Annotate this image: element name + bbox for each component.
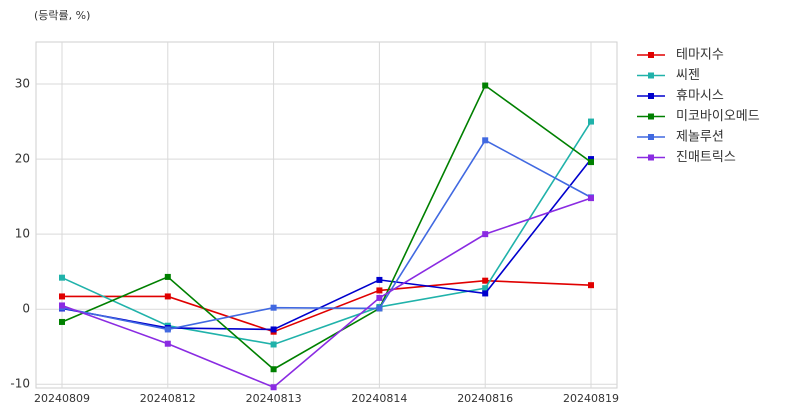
legend-marker xyxy=(648,52,654,58)
data-point xyxy=(588,118,594,125)
series-line xyxy=(61,158,592,331)
data-point xyxy=(482,277,489,284)
data-point xyxy=(164,273,171,280)
x-tick-label: 20240816 xyxy=(457,392,513,405)
series-line xyxy=(61,197,592,389)
data-point xyxy=(588,156,594,163)
legend-marker xyxy=(648,134,654,140)
data-point xyxy=(270,341,277,348)
y-tick-label: 0 xyxy=(22,302,30,316)
x-tick-label: 20240809 xyxy=(34,392,90,405)
data-point xyxy=(59,293,65,300)
x-tick-label: 20240813 xyxy=(246,392,302,405)
y-tick-label: 20 xyxy=(15,152,30,166)
y-tick-label: 30 xyxy=(15,77,30,91)
series-line xyxy=(62,279,592,333)
series-line xyxy=(61,139,592,331)
y-tick-label: 10 xyxy=(15,227,30,241)
data-point xyxy=(482,82,489,89)
data-point xyxy=(376,305,383,312)
data-point xyxy=(482,231,489,238)
x-tick-label: 20240812 xyxy=(140,392,196,405)
data-point xyxy=(482,290,489,297)
data-point xyxy=(376,287,383,294)
data-point xyxy=(482,285,489,292)
data-point xyxy=(164,326,171,333)
data-point xyxy=(482,137,489,144)
legend-marker xyxy=(648,93,654,99)
legend-label: 진매트릭스 xyxy=(676,150,736,165)
legend-label: 제놀루션 xyxy=(676,130,724,145)
data-point xyxy=(270,366,277,373)
data-point xyxy=(270,304,277,311)
data-point xyxy=(270,326,277,333)
x-tick-label: 20240814 xyxy=(351,392,407,405)
data-point xyxy=(164,340,171,347)
data-point xyxy=(164,293,171,300)
series-line xyxy=(61,84,592,371)
legend-label: 휴마시스 xyxy=(676,89,724,104)
y-axis-label: (등락률, %) xyxy=(34,9,90,22)
data-point xyxy=(588,159,594,166)
legend-marker xyxy=(648,154,654,161)
legend-label: 미코바이오메드 xyxy=(676,109,760,124)
y-tick-label: -10 xyxy=(10,377,30,391)
data-point xyxy=(376,276,383,283)
legend-label: 씨젠 xyxy=(676,68,700,83)
data-point xyxy=(376,294,383,301)
legend-marker xyxy=(648,113,654,120)
data-point xyxy=(588,195,594,202)
plot-frame xyxy=(35,41,618,389)
x-tick-label: 20240819 xyxy=(563,392,619,405)
legend-marker xyxy=(648,72,654,79)
data-point xyxy=(270,384,277,391)
data-point xyxy=(59,302,65,309)
series-line xyxy=(61,121,592,346)
legend-label: 테마지수 xyxy=(676,48,724,63)
data-point xyxy=(588,282,594,289)
data-point xyxy=(59,274,65,281)
data-point xyxy=(59,318,65,325)
